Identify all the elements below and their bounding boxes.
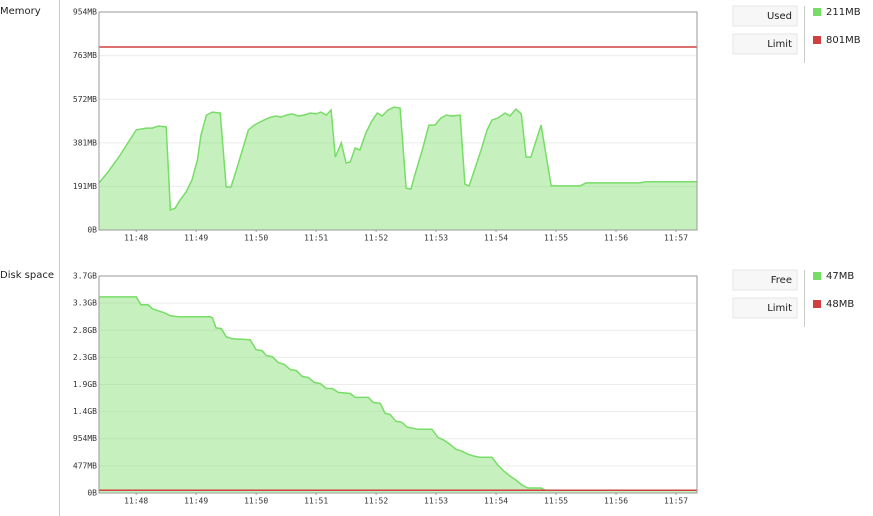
area-line [99, 296, 697, 492]
x-tick-label: 11:55 [544, 234, 568, 243]
x-tick-label: 11:51 [304, 497, 328, 506]
x-tick-label: 11:55 [544, 497, 568, 506]
y-tick-label: 0B [87, 226, 97, 235]
y-tick-label: 3.3GB [73, 299, 97, 308]
x-tick-label: 11:54 [484, 497, 508, 506]
y-tick-label: 572MB [73, 95, 97, 104]
legend-swatch [813, 36, 821, 44]
y-tick-label: 477MB [73, 461, 97, 470]
legend-button[interactable] [732, 269, 798, 291]
y-tick-label: 3.7GB [73, 272, 97, 281]
legend-button[interactable] [732, 5, 798, 27]
legend-name[interactable]: Limit [767, 39, 792, 50]
x-tick-label: 11:54 [484, 234, 508, 243]
y-tick-label: 763MB [73, 51, 97, 60]
chart-title: Disk space [0, 270, 54, 281]
legend-swatch [813, 300, 821, 308]
legend-button[interactable] [732, 297, 798, 319]
x-tick-label: 11:52 [364, 497, 388, 506]
plot-area [99, 12, 697, 230]
legend-value: 211MB [826, 7, 861, 18]
y-tick-label: 1.4GB [73, 407, 97, 416]
y-tick-label: 954MB [73, 434, 97, 443]
x-tick-label: 11:53 [424, 497, 448, 506]
area-fill [99, 296, 697, 493]
legend-name[interactable]: Limit [767, 303, 792, 314]
y-tick-label: 2.8GB [73, 326, 97, 335]
x-tick-label: 11:49 [184, 497, 208, 506]
x-tick-label: 11:53 [424, 234, 448, 243]
legend-button[interactable] [732, 33, 798, 55]
y-tick-label: 954MB [73, 8, 97, 17]
y-tick-label: 191MB [73, 182, 97, 191]
legend-swatch [813, 8, 821, 16]
legend-value: 801MB [826, 35, 861, 46]
x-tick-label: 11:57 [664, 497, 688, 506]
x-tick-label: 11:51 [304, 234, 328, 243]
y-tick-label: 381MB [73, 138, 97, 147]
legend-swatch [813, 272, 821, 280]
x-tick-label: 11:49 [184, 234, 208, 243]
area-fill [99, 107, 697, 230]
chart-title: Memory [0, 6, 41, 17]
y-tick-label: 1.9GB [73, 380, 97, 389]
plot-border [98, 11, 698, 231]
x-tick-label: 11:50 [244, 234, 268, 243]
legend-name[interactable]: Used [767, 11, 792, 22]
legend-value: 47MB [826, 271, 854, 282]
x-tick-label: 11:50 [244, 497, 268, 506]
plot-border [98, 275, 698, 494]
x-tick-label: 11:56 [604, 497, 628, 506]
area-line [98, 106, 697, 211]
y-tick-label: 2.3GB [73, 353, 97, 362]
x-tick-label: 11:48 [124, 497, 148, 506]
x-tick-label: 11:56 [604, 234, 628, 243]
legend-value: 48MB [826, 299, 854, 310]
x-tick-label: 11:52 [364, 234, 388, 243]
x-tick-label: 11:48 [124, 234, 148, 243]
legend-name[interactable]: Free [771, 275, 792, 286]
y-tick-label: 0B [87, 489, 97, 498]
x-tick-label: 11:57 [664, 234, 688, 243]
